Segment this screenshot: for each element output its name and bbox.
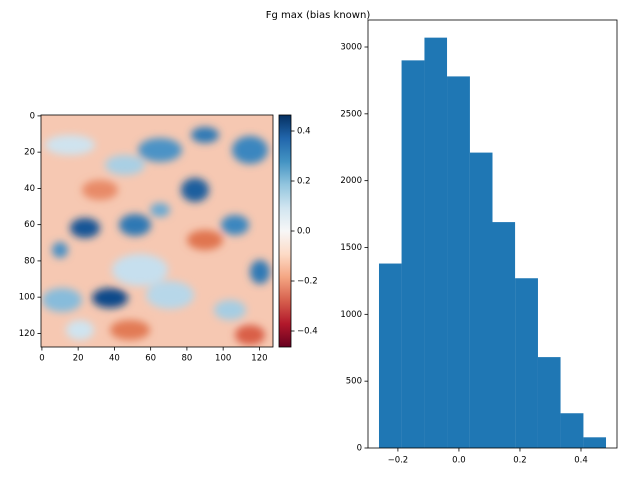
y-tick-label: 0 xyxy=(357,444,362,454)
histogram-bar xyxy=(378,263,402,448)
x-tick-label: 80 xyxy=(181,354,192,364)
x-tick-label: 0 xyxy=(39,354,44,364)
y-tick-label: 60 xyxy=(24,220,35,230)
y-tick-label: 2000 xyxy=(340,176,362,186)
histogram-bar xyxy=(401,60,425,448)
y-tick-label: 1500 xyxy=(340,243,362,253)
y-tick-label: 0 xyxy=(30,111,35,121)
x-tick-label: 120 xyxy=(251,354,267,364)
y-tick-label: 100 xyxy=(19,293,35,303)
colorbar-tick-label: 0.4 xyxy=(297,127,311,137)
figure-title: Fg max (bias known) xyxy=(266,10,371,21)
colorbar-tick-label: 0.0 xyxy=(297,227,311,237)
x-tick-label: 100 xyxy=(215,354,231,364)
histogram-bar xyxy=(447,76,470,449)
histogram-frame xyxy=(367,19,618,449)
y-tick-label: 500 xyxy=(346,377,362,387)
y-tick-label: 2500 xyxy=(340,109,362,119)
colorbar-tick-label: 0.2 xyxy=(297,177,311,187)
histogram-bar xyxy=(560,413,584,448)
histogram-bar xyxy=(583,437,607,448)
histogram-bar xyxy=(469,152,493,449)
x-tick-label: 60 xyxy=(145,354,156,364)
y-tick-label: 80 xyxy=(24,256,35,266)
colorbar xyxy=(279,115,291,347)
x-tick-label: 0.0 xyxy=(452,456,466,466)
y-tick-label: 40 xyxy=(24,184,35,194)
heatmap-image xyxy=(41,115,273,347)
y-tick-label: 120 xyxy=(19,329,35,339)
x-tick-label: 0.4 xyxy=(574,456,588,466)
x-tick-label: 0.2 xyxy=(513,456,527,466)
y-tick-label: 20 xyxy=(24,148,35,158)
heatmap-frame xyxy=(40,114,274,348)
y-tick-label: 1000 xyxy=(340,310,362,320)
histogram-bar xyxy=(515,278,538,448)
colorbar-tick-label: −0.4 xyxy=(297,327,318,337)
colorbar-frame xyxy=(278,114,292,348)
x-tick-label: −0.2 xyxy=(388,456,409,466)
y-tick-label: 3000 xyxy=(340,43,362,53)
histogram-bar xyxy=(492,222,516,448)
histogram-bar xyxy=(537,357,561,448)
colorbar-tick-label: −0.2 xyxy=(297,277,318,287)
x-tick-label: 40 xyxy=(109,354,120,364)
histogram-bar xyxy=(424,37,448,448)
x-tick-label: 20 xyxy=(73,354,84,364)
